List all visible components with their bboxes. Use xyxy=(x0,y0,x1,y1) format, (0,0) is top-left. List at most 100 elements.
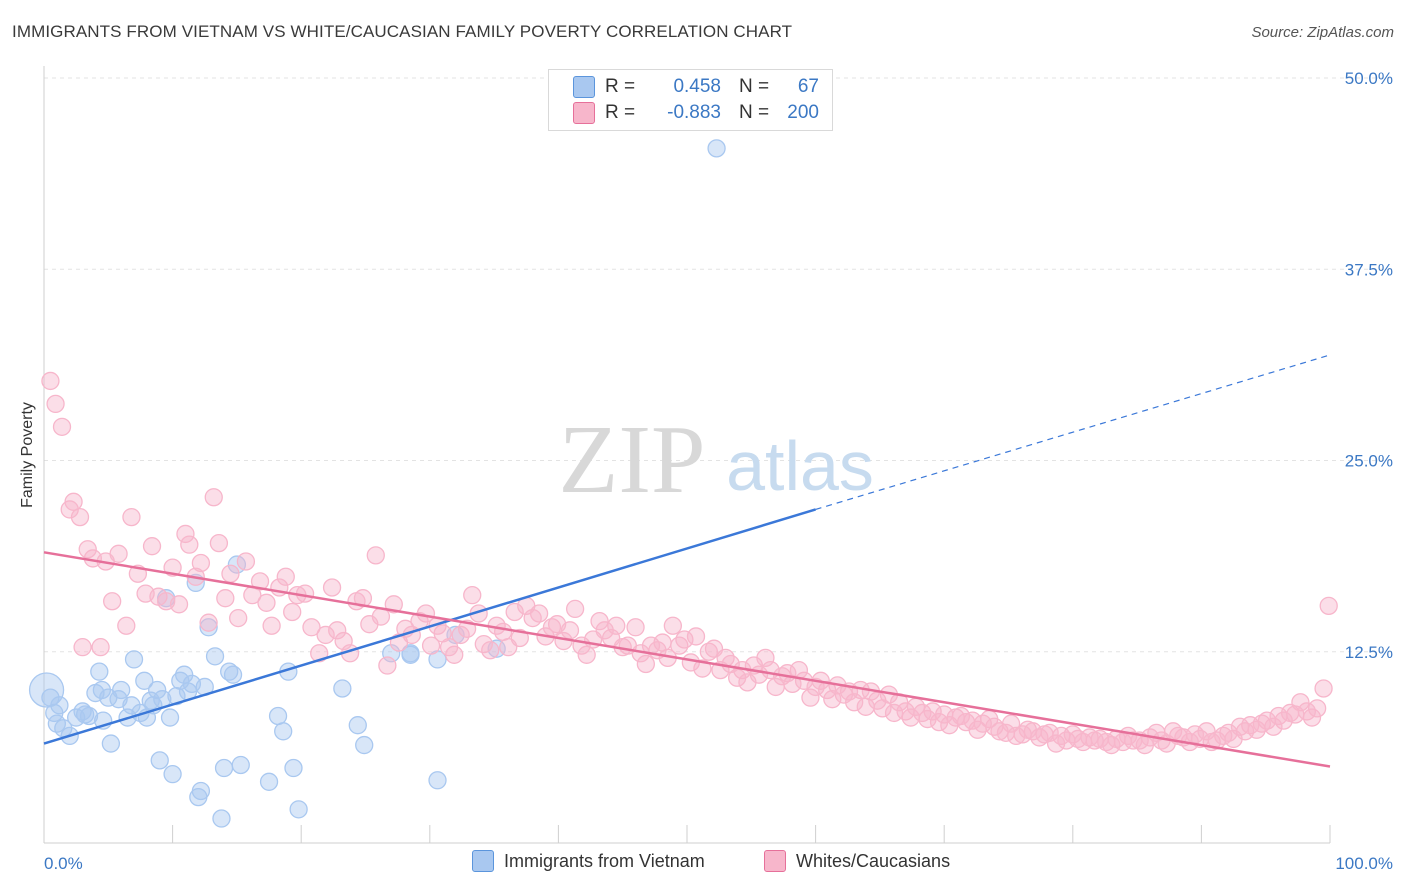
whites-point xyxy=(70,507,90,527)
whites-point xyxy=(122,507,141,527)
vietnam-point xyxy=(148,680,167,700)
y-tick-label: 12.5% xyxy=(1345,643,1393,662)
vietnam-point xyxy=(355,735,374,755)
legend-swatch-vietnam xyxy=(472,850,494,872)
whites-point xyxy=(560,621,580,640)
whites-point xyxy=(176,524,195,544)
r-value-whites: -0.883 xyxy=(667,102,721,123)
whites-point xyxy=(78,540,97,559)
vietnam-point xyxy=(175,665,194,684)
x-tick-label-max: 100.0% xyxy=(1335,854,1393,873)
whites-point xyxy=(204,488,223,507)
whites-point xyxy=(1314,679,1333,698)
whites-point xyxy=(1040,723,1059,742)
whites-point xyxy=(216,589,235,608)
whites-point xyxy=(142,537,162,556)
vietnam-point xyxy=(231,755,250,775)
whites-point xyxy=(1030,728,1049,747)
whites-point xyxy=(884,703,904,723)
whites-point xyxy=(510,628,529,648)
whites-point xyxy=(229,608,248,628)
whites-point xyxy=(366,546,385,565)
vietnam-point xyxy=(333,679,352,698)
watermark-zip: ZIP xyxy=(559,406,706,514)
vietnam-point xyxy=(191,781,211,801)
whites-point xyxy=(73,638,92,657)
whites-point xyxy=(493,622,513,642)
whites-point xyxy=(577,645,596,664)
vietnam-point xyxy=(112,680,131,700)
whites-point xyxy=(316,625,335,645)
r-label: R = xyxy=(605,76,636,97)
stats-swatch-vietnam xyxy=(573,76,595,98)
r-label: R = xyxy=(605,102,636,123)
vietnam-point xyxy=(160,708,180,727)
vietnam-point xyxy=(205,647,225,666)
y-tick-label: 25.0% xyxy=(1345,452,1393,471)
vietnam-point xyxy=(163,765,182,784)
whites-point xyxy=(1214,726,1233,746)
y-tick-label: 50.0% xyxy=(1345,69,1393,88)
trend-lines xyxy=(43,354,1331,768)
vietnam-point xyxy=(90,662,109,681)
vietnam-point xyxy=(101,734,121,753)
r-value-vietnam: 0.458 xyxy=(673,76,721,97)
whites-point xyxy=(283,602,302,622)
whites-point xyxy=(699,642,719,661)
stats-row-whites: R = -0.883 N = 200 xyxy=(573,101,819,125)
n-label: N = xyxy=(739,102,770,123)
vietnam-point xyxy=(28,672,65,708)
whites-point xyxy=(505,602,524,622)
whites-point xyxy=(52,417,72,436)
vietnam-point xyxy=(274,722,293,741)
whites-point xyxy=(590,612,609,631)
chart-title: IMMIGRANTS FROM VIETNAM VS WHITE/CAUCASI… xyxy=(12,22,793,41)
whites-point xyxy=(1302,708,1322,727)
whites-point xyxy=(693,659,712,678)
vietnam-point xyxy=(79,706,99,726)
whites-point xyxy=(262,616,281,635)
vietnam-point xyxy=(428,771,447,790)
whites-point xyxy=(322,578,342,597)
n-value-whites: 200 xyxy=(787,102,819,123)
vietnam-point xyxy=(268,706,288,726)
stats-row-vietnam: R = 0.458 N = 67 xyxy=(573,75,819,99)
vietnam-trend-line xyxy=(43,508,816,745)
whites-point xyxy=(653,633,672,652)
whites-point xyxy=(1252,714,1271,733)
whites-point xyxy=(626,618,645,637)
vietnam-point xyxy=(212,809,231,828)
whites-point xyxy=(463,585,482,605)
vietnam-point xyxy=(50,696,69,715)
vietnam-point xyxy=(199,618,218,637)
watermark: ZIP atlas xyxy=(559,406,874,514)
legend-item-vietnam[interactable]: Immigrants from Vietnam xyxy=(472,850,705,872)
stats-swatch-whites xyxy=(573,102,595,124)
vietnam-point xyxy=(214,758,234,778)
whites-point xyxy=(801,688,820,707)
whites-point xyxy=(607,616,626,635)
whites-point xyxy=(117,616,136,635)
whites-point xyxy=(91,638,110,657)
vietnam-point xyxy=(223,665,243,684)
whites-point xyxy=(250,572,270,591)
legend-label-vietnam: Immigrants from Vietnam xyxy=(504,850,705,871)
whites-point xyxy=(109,544,128,563)
whites-point xyxy=(209,533,229,553)
watermark-atlas: atlas xyxy=(726,427,874,505)
legend-item-whites[interactable]: Whites/Caucasians xyxy=(764,850,950,872)
whites-point xyxy=(169,595,189,614)
bottom-legend: Immigrants from Vietnam Whites/Caucasian… xyxy=(0,850,1406,878)
whites-point xyxy=(1264,717,1283,736)
whites-point xyxy=(46,394,65,414)
whites-point xyxy=(276,567,295,586)
vietnam-point xyxy=(348,716,367,735)
n-label: N = xyxy=(739,76,770,97)
axes xyxy=(43,66,1331,844)
whites-point xyxy=(1307,699,1327,718)
whites-point xyxy=(823,690,842,709)
vietnam-point xyxy=(124,650,144,669)
whites-point xyxy=(1319,596,1338,615)
source-credit: Source: ZipAtlas.com xyxy=(1251,24,1394,41)
